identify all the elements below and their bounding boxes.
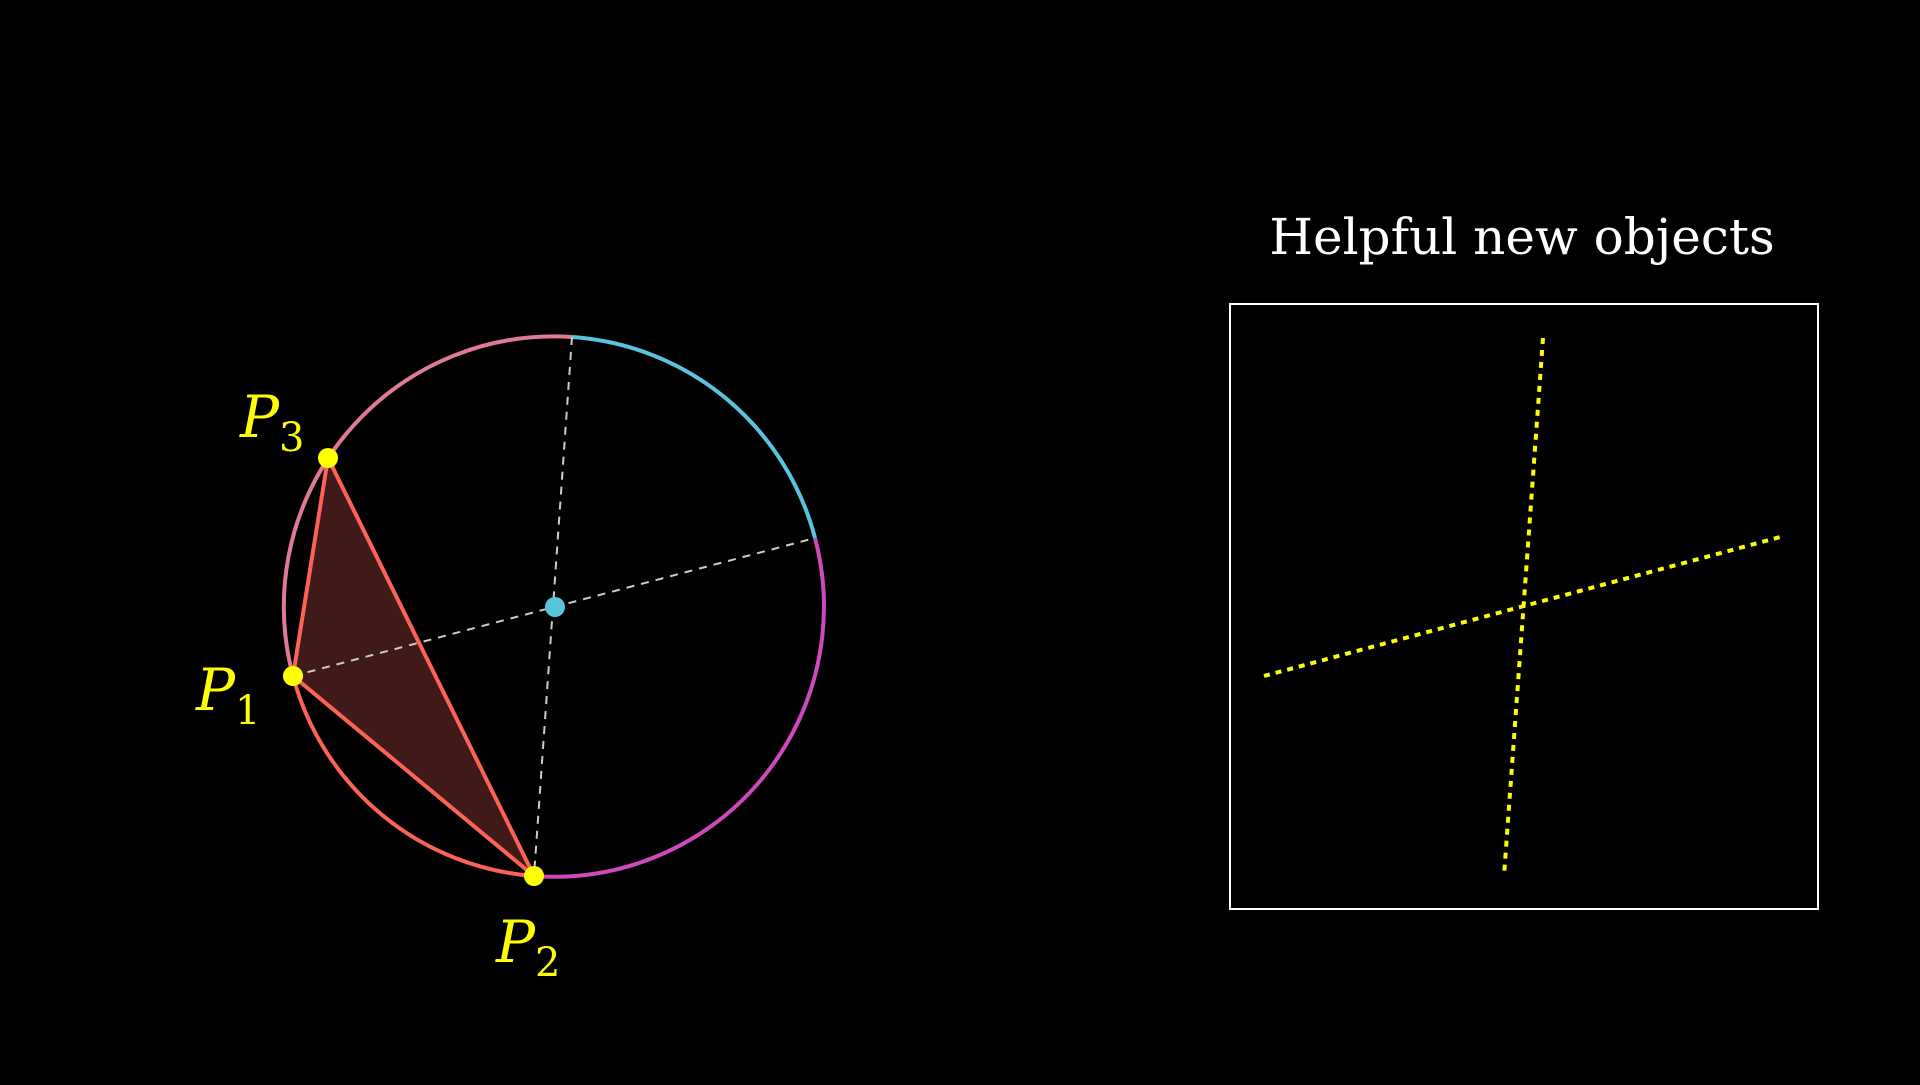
triangle-outline bbox=[291, 456, 536, 878]
point-p1-label: P1 bbox=[195, 656, 260, 734]
circle-arc-red bbox=[291, 675, 535, 878]
point-p1-letter: P bbox=[195, 656, 236, 724]
point-p3-label: P3 bbox=[239, 383, 304, 461]
objects-panel-frame bbox=[1229, 303, 1819, 910]
circle-arc-blue bbox=[571, 335, 817, 539]
circle-arc-magenta bbox=[533, 537, 826, 879]
point-p2-label: P2 bbox=[495, 908, 560, 986]
triangle-fill bbox=[293, 458, 534, 876]
point-p1-dot[interactable] bbox=[283, 666, 303, 686]
circle-arc-pink bbox=[281, 334, 573, 677]
point-p2-subscript: 2 bbox=[535, 940, 560, 986]
panel-title: Helpful new objects bbox=[1269, 208, 1775, 266]
point-p2-dot[interactable] bbox=[524, 866, 544, 886]
point-p1-subscript: 1 bbox=[235, 688, 260, 734]
point-p3-dot[interactable] bbox=[318, 448, 338, 468]
circumcenter-dot[interactable] bbox=[545, 597, 565, 617]
point-p3-letter: P bbox=[239, 383, 280, 451]
point-p2-letter: P bbox=[495, 908, 536, 976]
panel-bisector-line-b[interactable] bbox=[1502, 337, 1545, 877]
point-p3-subscript: 3 bbox=[279, 415, 304, 461]
